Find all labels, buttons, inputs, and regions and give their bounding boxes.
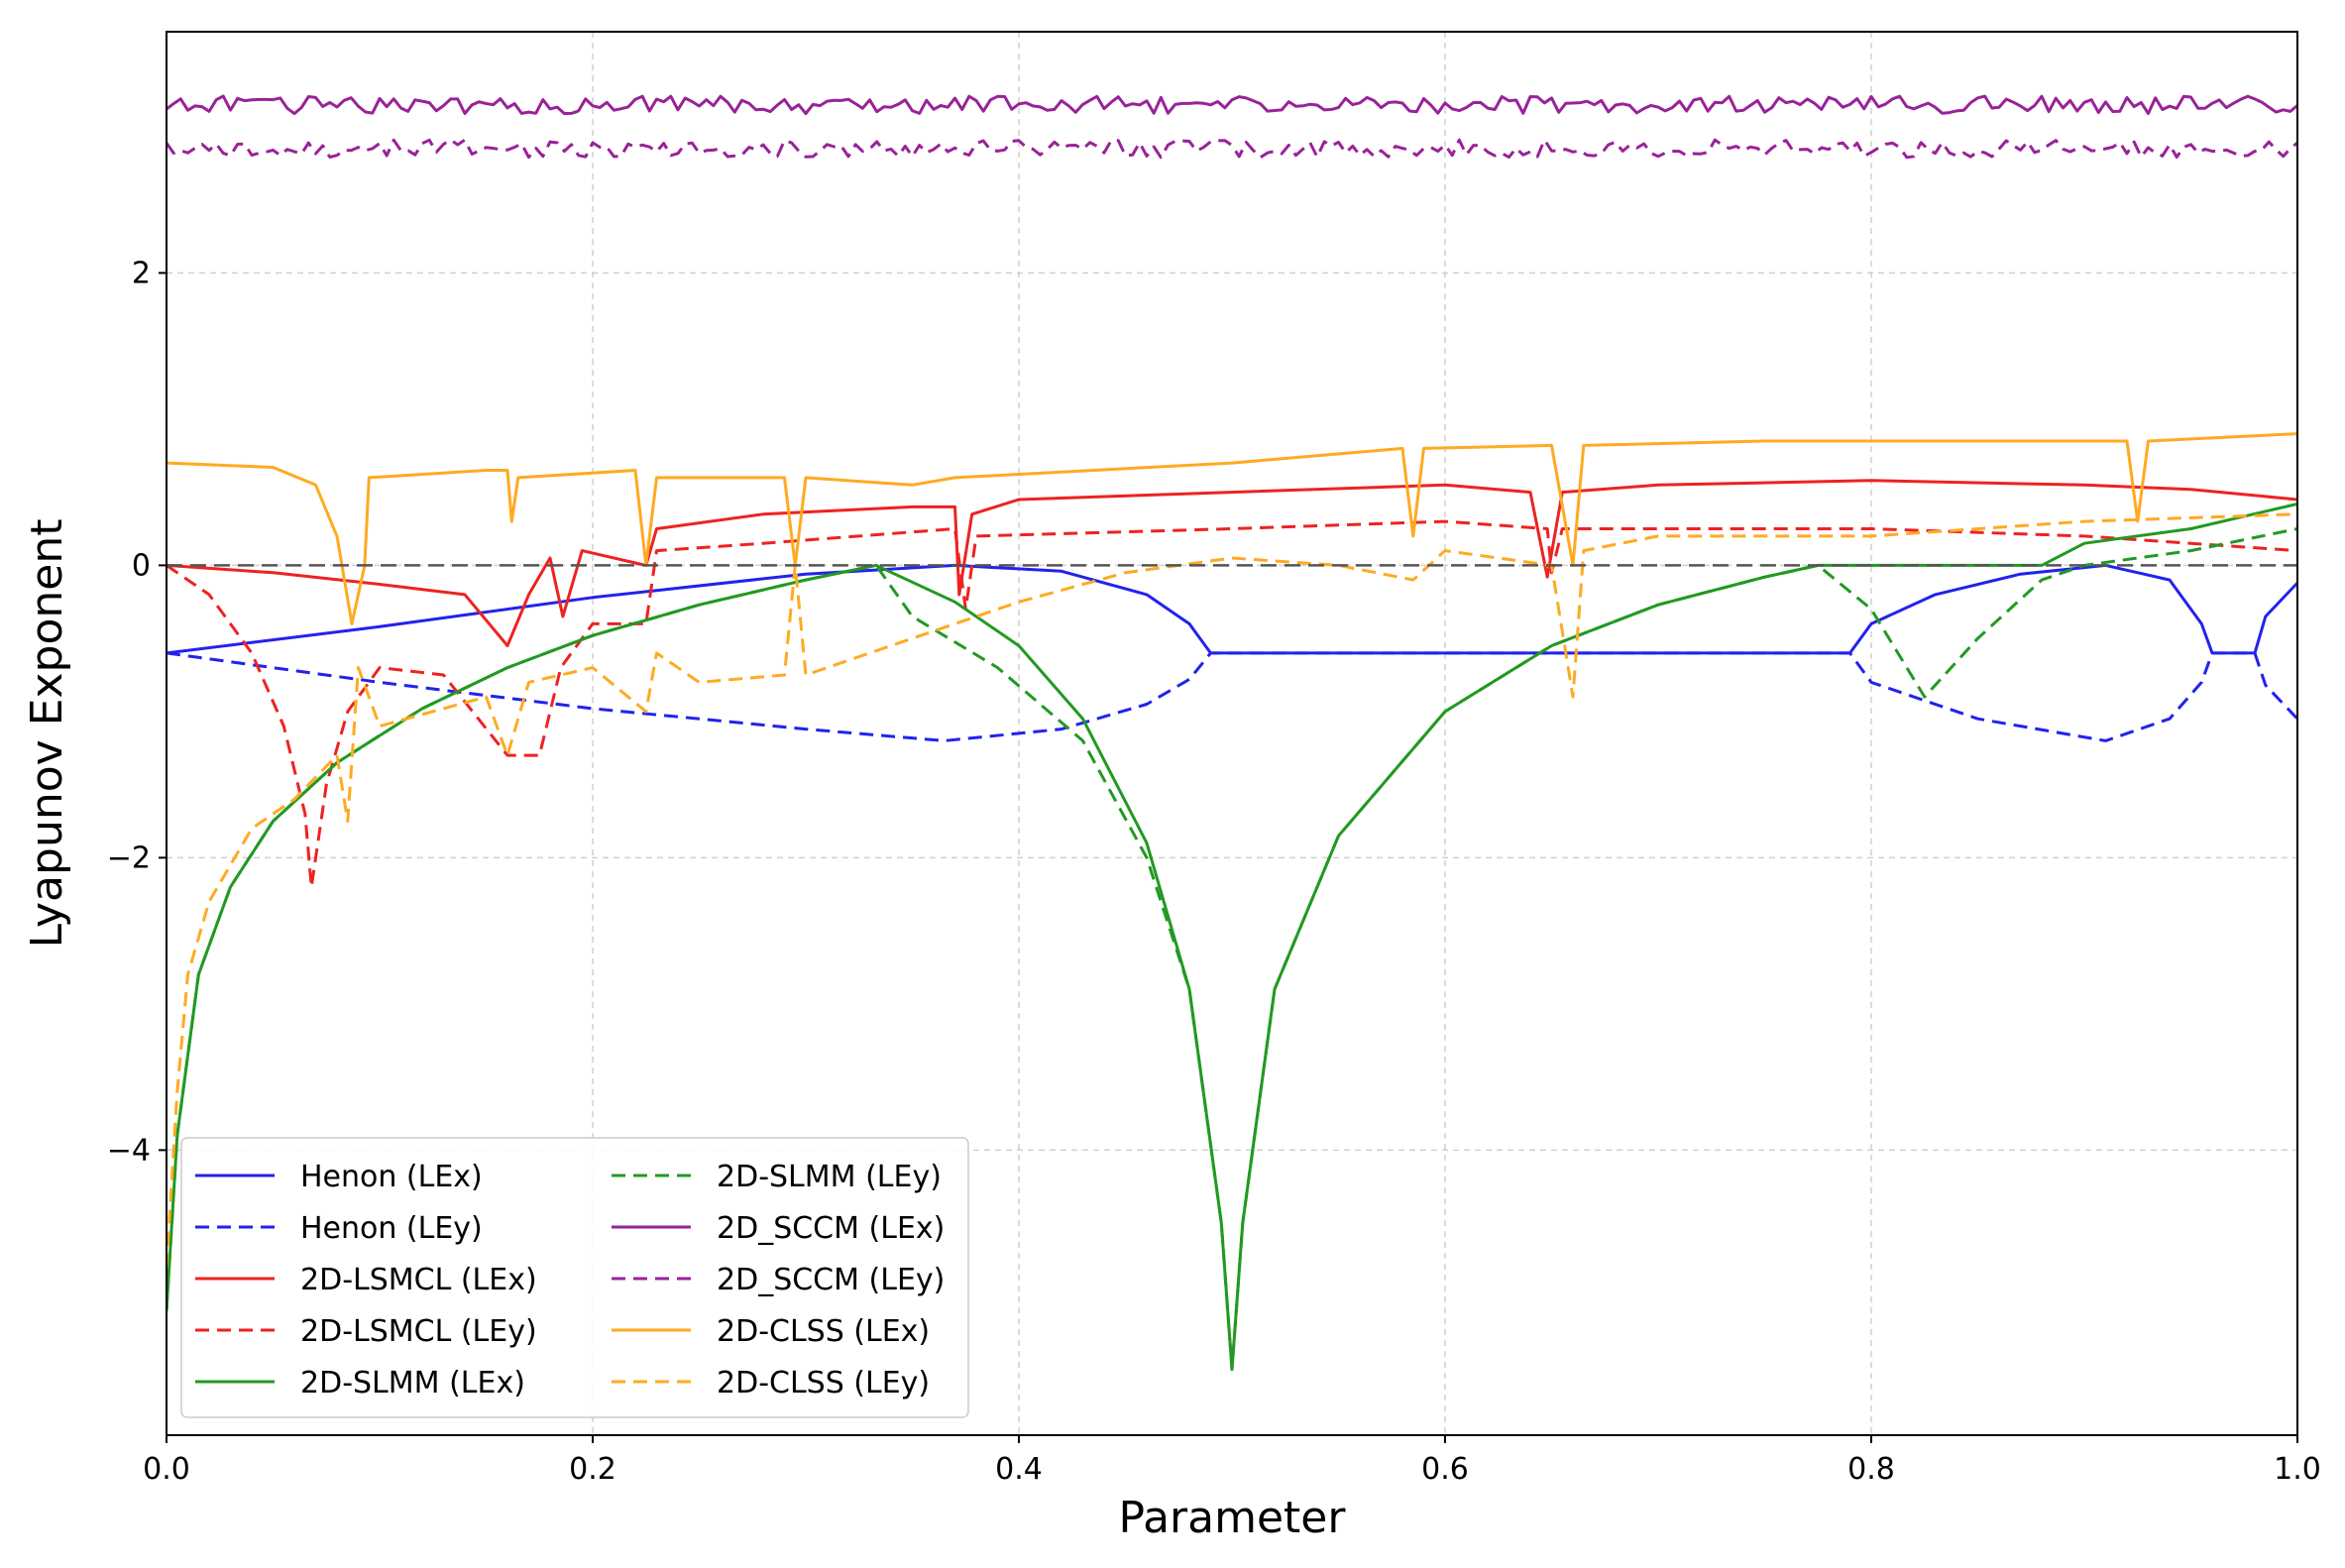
- x-tick-label: 0.2: [569, 1452, 616, 1487]
- plot-area: [167, 94, 2297, 1372]
- x-tick-label: 0.8: [1847, 1452, 1895, 1487]
- x-tick-label: 0.4: [995, 1452, 1043, 1487]
- y-tick-label: 0: [132, 548, 151, 583]
- x-tick-label: 0.0: [143, 1452, 190, 1487]
- ticks: 0.0 0.2 0.4 0.6 0.8 1.0 −4 −2 0 2: [107, 256, 2321, 1487]
- axes-frame: [166, 31, 2298, 1436]
- y-tick-label: −4: [107, 1133, 151, 1168]
- series-line-2d-slmm-ley-: [167, 527, 2297, 1372]
- y-tick-label: −2: [107, 840, 151, 875]
- y-axis-title: Lyapunov Exponent: [22, 519, 72, 949]
- y-tick-label: 2: [132, 256, 151, 290]
- x-tick-label: 1.0: [2274, 1452, 2321, 1487]
- legend-label: 2D-CLSS (LEx): [717, 1314, 930, 1349]
- x-tick-label: 0.6: [1421, 1452, 1469, 1487]
- legend-label: 2D-LSMCL (LEy): [300, 1314, 537, 1349]
- legend-box: [180, 1137, 969, 1418]
- legend-label: Henon (LEy): [300, 1211, 483, 1246]
- legend-label: 2D-SLMM (LEx): [300, 1366, 525, 1400]
- legend-label: 2D-LSMCL (LEx): [300, 1263, 537, 1297]
- x-axis-title: Parameter: [1119, 1493, 1347, 1543]
- series-group: [167, 94, 2297, 1372]
- legend-label: Henon (LEx): [300, 1160, 483, 1194]
- legend-label: 2D-CLSS (LEy): [717, 1366, 930, 1400]
- series-line-2d-lsmcl-lex-: [167, 479, 2297, 647]
- legend-label: 2D_SCCM (LEy): [717, 1263, 945, 1297]
- series-line-2d-sccm-lex-: [167, 94, 2297, 116]
- series-line-henon-ley-: [167, 651, 2297, 742]
- legend-label: 2D-SLMM (LEy): [717, 1160, 942, 1194]
- series-line-2d-clss-lex-: [167, 432, 2297, 625]
- legend: Henon (LEx) Henon (LEy) 2D-LSMCL (LEx) 2D-L…: [180, 1137, 969, 1418]
- series-line-2d-clss-ley-: [167, 512, 2297, 1268]
- legend-label: 2D_SCCM (LEx): [717, 1211, 945, 1246]
